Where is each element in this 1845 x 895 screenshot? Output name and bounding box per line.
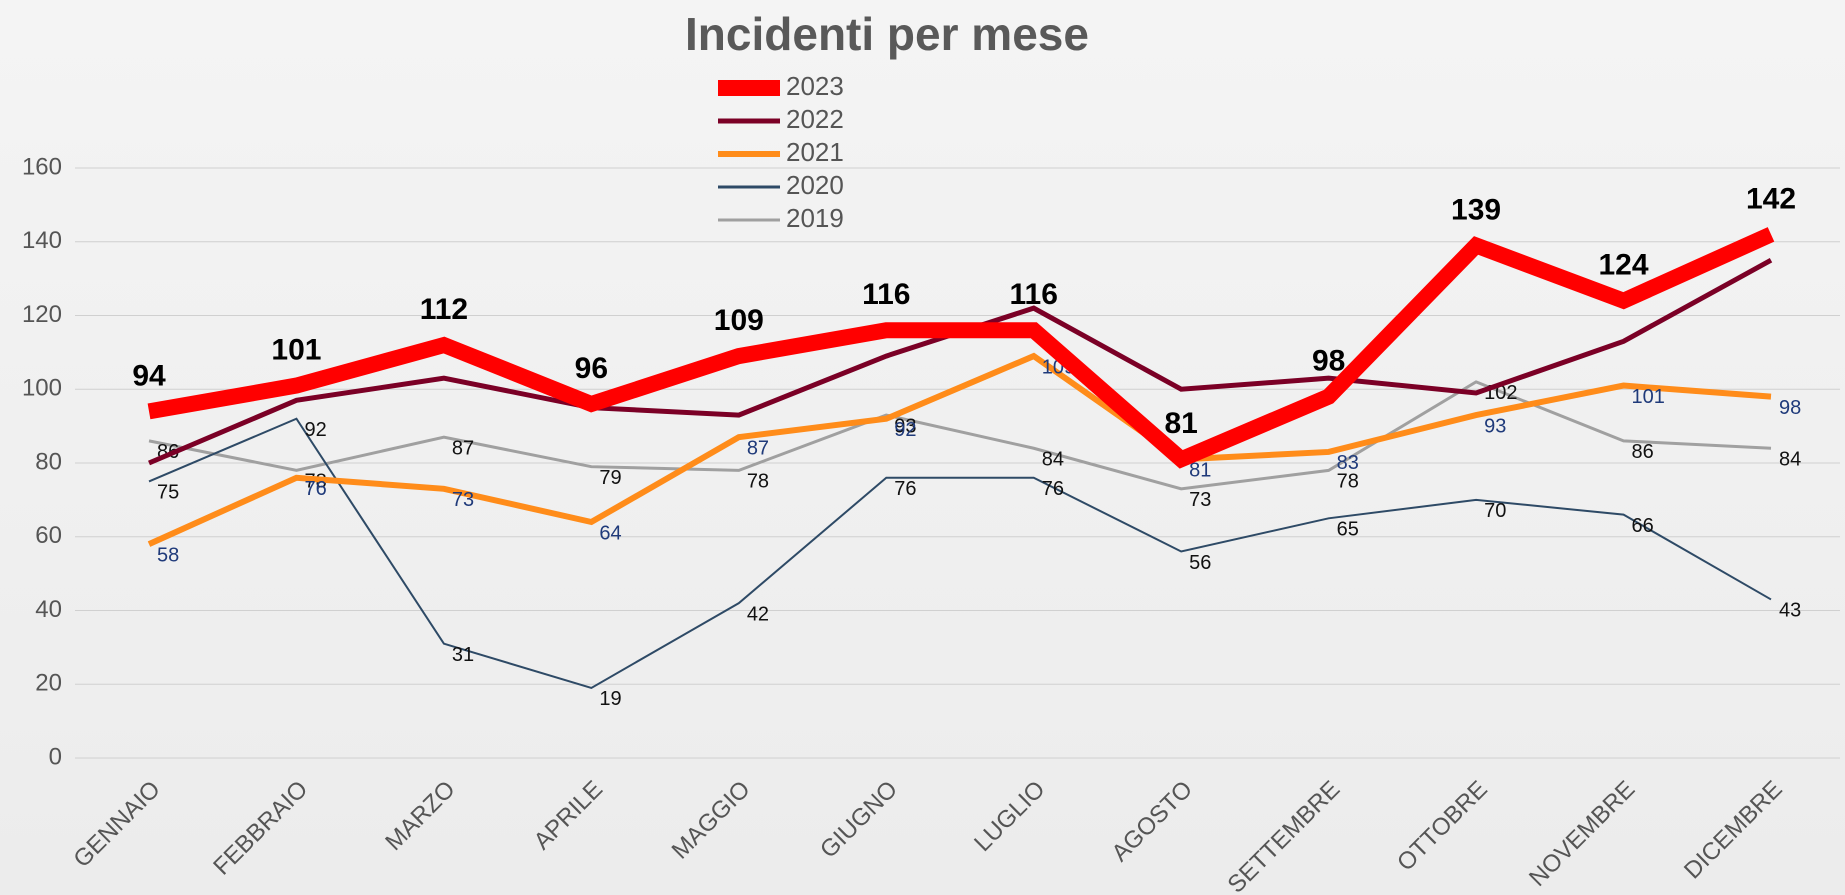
data-label: 73 [452, 489, 474, 511]
data-label: 81 [1164, 407, 1197, 440]
data-label: 87 [747, 437, 769, 459]
data-label: 19 [599, 688, 621, 710]
legend-label: 2023 [786, 71, 844, 101]
data-label: 83 [1337, 452, 1359, 474]
series-line [148, 417, 1772, 690]
data-label: 92 [894, 419, 916, 441]
y-tick-label: 20 [35, 670, 62, 697]
data-label: 98 [1779, 397, 1801, 419]
data-label: 96 [575, 352, 608, 385]
data-label: 87 [452, 437, 474, 459]
data-label: 109 [714, 304, 764, 337]
x-tick-label: LUGLIO [969, 776, 1050, 857]
x-tick-label: DICEMBRE [1679, 776, 1788, 885]
y-tick-label: 140 [22, 227, 62, 254]
legend-label: 2019 [786, 203, 844, 233]
x-tick-label: MARZO [380, 776, 460, 856]
data-label: 116 [1010, 278, 1058, 311]
data-label: 93 [894, 415, 916, 437]
x-tick-label: FEBBRAIO [208, 776, 313, 881]
series-line [147, 227, 1775, 469]
data-label: 31 [452, 644, 474, 666]
y-tick-label: 100 [22, 375, 62, 402]
data-label: 142 [1746, 182, 1796, 215]
x-tick-label: GENNAIO [68, 776, 165, 873]
data-label: 76 [1042, 478, 1064, 500]
data-label: 79 [599, 467, 621, 489]
data-label: 58 [157, 544, 179, 566]
y-tick-label: 80 [35, 448, 62, 475]
x-tick-label: MAGGIO [667, 776, 756, 865]
y-tick-label: 40 [35, 596, 62, 623]
y-tick-label: 120 [22, 301, 62, 328]
series-line [148, 380, 1772, 491]
data-label: 75 [157, 482, 179, 504]
legend-label: 2021 [786, 137, 844, 167]
data-label: 81 [1189, 460, 1211, 482]
y-tick-label: 160 [22, 153, 62, 180]
x-tick-label: AGOSTO [1107, 776, 1198, 867]
legend-label: 2020 [786, 170, 844, 200]
data-label: 92 [304, 419, 326, 441]
data-label: 78 [747, 471, 769, 493]
data-label: 65 [1337, 519, 1359, 541]
x-tick-label: GIUGNO [815, 776, 903, 864]
data-label: 56 [1189, 552, 1211, 574]
y-tick-label: 0 [49, 743, 62, 770]
x-tick-label: NOVEMBRE [1524, 776, 1640, 892]
x-tick-label: APRILE [529, 776, 608, 855]
data-label: 66 [1632, 515, 1654, 537]
data-label: 73 [1189, 489, 1211, 511]
x-tick-label: OTTOBRE [1392, 776, 1493, 877]
data-label: 94 [132, 359, 166, 392]
data-label: 43 [1779, 600, 1801, 622]
data-label: 76 [894, 478, 916, 500]
data-label: 116 [862, 278, 910, 311]
data-label: 84 [1779, 449, 1801, 471]
y-tick-label: 60 [35, 522, 62, 549]
data-label: 124 [1599, 249, 1649, 282]
data-label: 86 [1632, 441, 1654, 463]
data-label: 98 [1312, 345, 1345, 378]
chart-title: Incidenti per mese [685, 8, 1089, 60]
data-label: 76 [304, 478, 326, 500]
series-line [147, 352, 1772, 547]
data-label: 139 [1451, 193, 1501, 226]
data-label: 84 [1042, 449, 1064, 471]
data-label: 101 [1632, 386, 1665, 408]
data-label: 78 [1337, 471, 1359, 493]
data-label: 70 [1484, 500, 1506, 522]
data-label: 64 [599, 522, 621, 544]
data-label: 42 [747, 603, 769, 625]
x-tick-label: SETTEMBRE [1223, 776, 1346, 895]
legend-label: 2022 [786, 104, 844, 134]
data-label: 112 [420, 293, 468, 326]
data-label: 93 [1484, 415, 1506, 437]
data-label: 101 [271, 333, 321, 366]
